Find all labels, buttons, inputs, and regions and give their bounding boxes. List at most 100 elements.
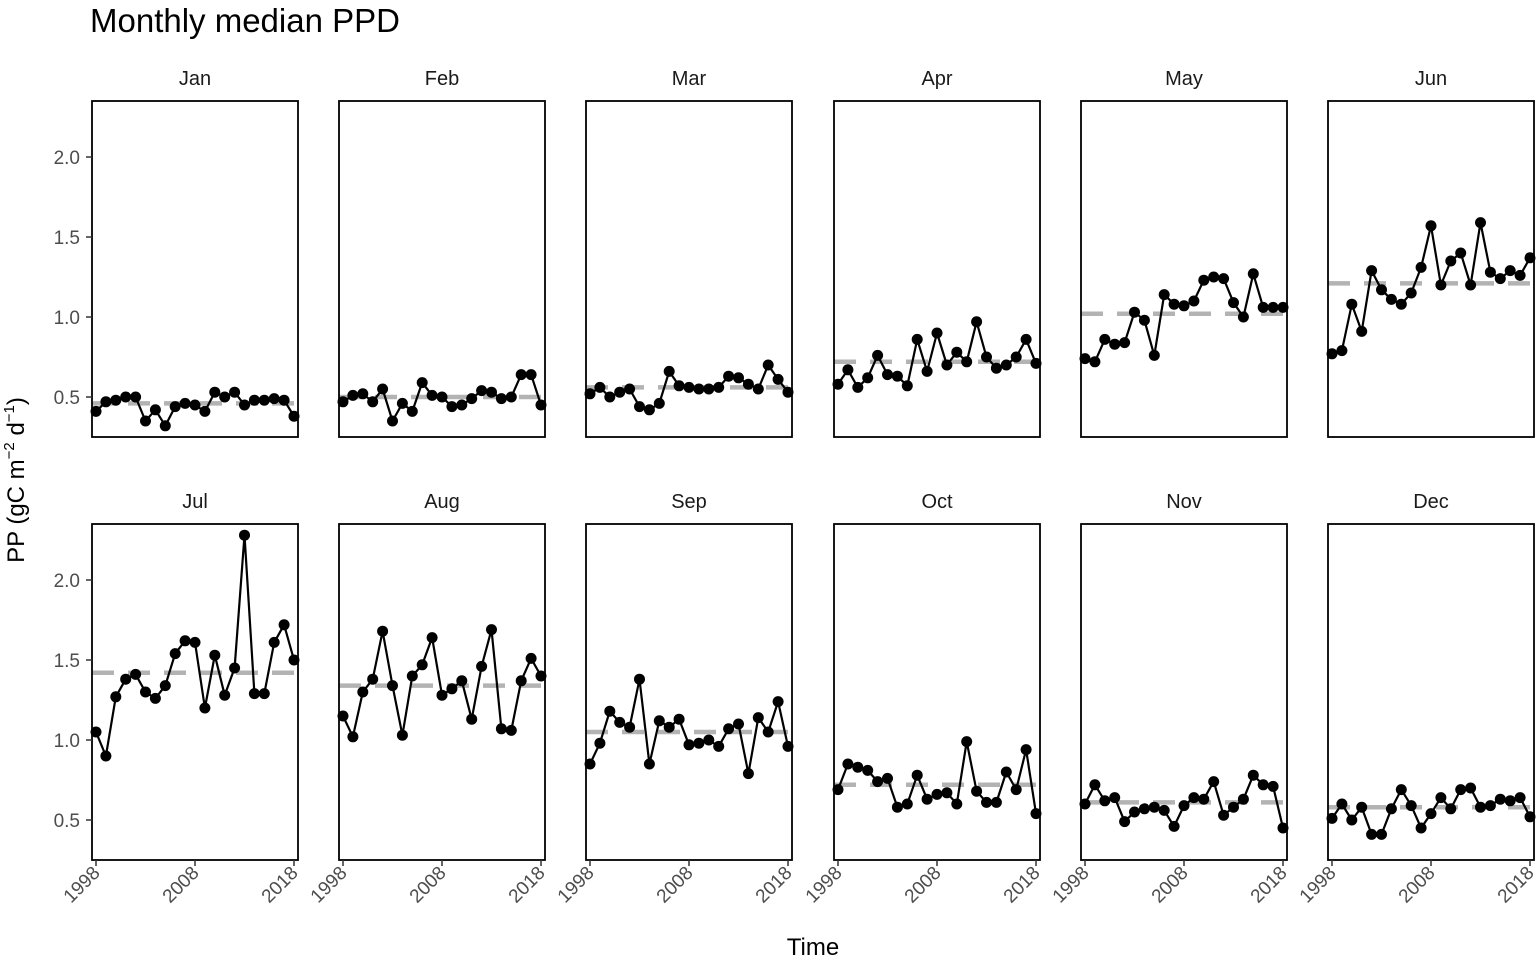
panel-nov: Nov 1998 2008 2018 <box>1049 491 1292 907</box>
data-point <box>872 776 884 788</box>
data-point <box>288 654 300 666</box>
data-point <box>426 389 438 401</box>
x-tick-label: 2008 <box>159 863 204 908</box>
panel-title: Apr <box>921 68 952 90</box>
data-point <box>406 670 418 682</box>
data-point <box>1484 800 1496 812</box>
data-point <box>634 401 645 413</box>
data-point <box>723 370 735 382</box>
data-point <box>1099 333 1111 345</box>
data-point <box>535 670 547 682</box>
data-point <box>248 688 260 700</box>
data-point <box>1010 784 1022 796</box>
data-point <box>1148 349 1160 361</box>
data-point <box>1385 803 1397 815</box>
data-point <box>229 662 241 674</box>
panel-title: Feb <box>425 68 459 90</box>
data-point <box>643 758 655 770</box>
data-point <box>1010 351 1022 363</box>
data-point <box>278 619 290 631</box>
data-point <box>1218 809 1230 821</box>
data-point <box>693 737 705 749</box>
data-point <box>713 740 725 752</box>
data-point <box>476 660 488 672</box>
data-point <box>1395 298 1407 310</box>
data-point <box>921 365 933 377</box>
data-point <box>594 737 606 749</box>
data-point <box>357 686 369 698</box>
data-point <box>971 785 983 797</box>
data-point <box>258 688 270 700</box>
data-point <box>387 415 398 427</box>
data-point <box>1376 284 1387 296</box>
panel-jun: Jun <box>1326 68 1536 438</box>
data-point <box>634 673 645 685</box>
data-point <box>169 401 181 413</box>
data-point <box>1475 801 1486 813</box>
x-tick-label: 2008 <box>1395 863 1440 908</box>
data-point <box>189 399 201 411</box>
data-point <box>723 723 735 735</box>
data-point <box>614 386 626 398</box>
data-point <box>140 686 151 698</box>
data-point <box>842 758 854 770</box>
y-tick-label: 0.5 <box>54 811 80 832</box>
panel-feb: Feb <box>337 68 547 438</box>
data-point <box>1109 792 1121 804</box>
data-point <box>1415 822 1427 834</box>
data-point <box>862 372 874 384</box>
panel-title: Nov <box>1166 491 1202 513</box>
data-point <box>911 333 923 345</box>
data-point <box>90 405 102 417</box>
data-point <box>653 397 665 409</box>
x-axis-label: Time <box>787 934 839 960</box>
data-point <box>1267 301 1279 313</box>
data-point <box>476 385 488 397</box>
data-point <box>762 359 774 371</box>
data-point <box>159 420 171 432</box>
data-point <box>199 405 211 417</box>
data-point <box>1435 792 1447 804</box>
y-tick-label: 1.5 <box>54 651 80 672</box>
y-tick-label: 1.5 <box>54 228 80 249</box>
data-point <box>1178 800 1190 812</box>
data-point <box>981 351 992 363</box>
data-point <box>1504 795 1516 807</box>
data-point <box>1475 217 1486 229</box>
data-point <box>1237 311 1249 323</box>
data-point <box>1148 801 1160 813</box>
x-tick-label: 2008 <box>1148 863 1193 908</box>
data-point <box>189 636 201 648</box>
data-point <box>1524 811 1536 823</box>
data-point <box>891 801 903 813</box>
data-point <box>159 680 171 692</box>
data-point <box>624 721 636 733</box>
data-point <box>1267 780 1279 792</box>
data-point <box>140 415 151 427</box>
data-point <box>1524 252 1536 264</box>
data-point <box>911 769 923 781</box>
data-point <box>872 349 884 361</box>
data-point <box>1247 769 1259 781</box>
data-point <box>1000 766 1012 778</box>
data-point <box>1415 261 1427 273</box>
data-point <box>1198 274 1210 286</box>
panel-sep: Sep 1998 2008 2018 <box>554 491 797 907</box>
data-point <box>406 405 418 417</box>
data-point <box>733 372 744 384</box>
panel-jan: Jan 0.5 1.0 1.5 2.0 <box>54 68 300 438</box>
data-point <box>852 761 864 773</box>
data-point <box>1129 306 1140 318</box>
data-point <box>882 369 893 381</box>
data-point <box>1277 822 1289 834</box>
data-point <box>941 787 953 799</box>
data-point <box>100 750 112 762</box>
panel-border <box>91 100 299 438</box>
data-point <box>663 365 675 377</box>
data-point <box>990 362 1002 374</box>
data-point <box>426 632 438 644</box>
data-point <box>951 798 963 810</box>
data-point <box>1257 779 1269 791</box>
data-point <box>100 396 112 408</box>
x-tick-label: 1998 <box>1296 863 1341 908</box>
